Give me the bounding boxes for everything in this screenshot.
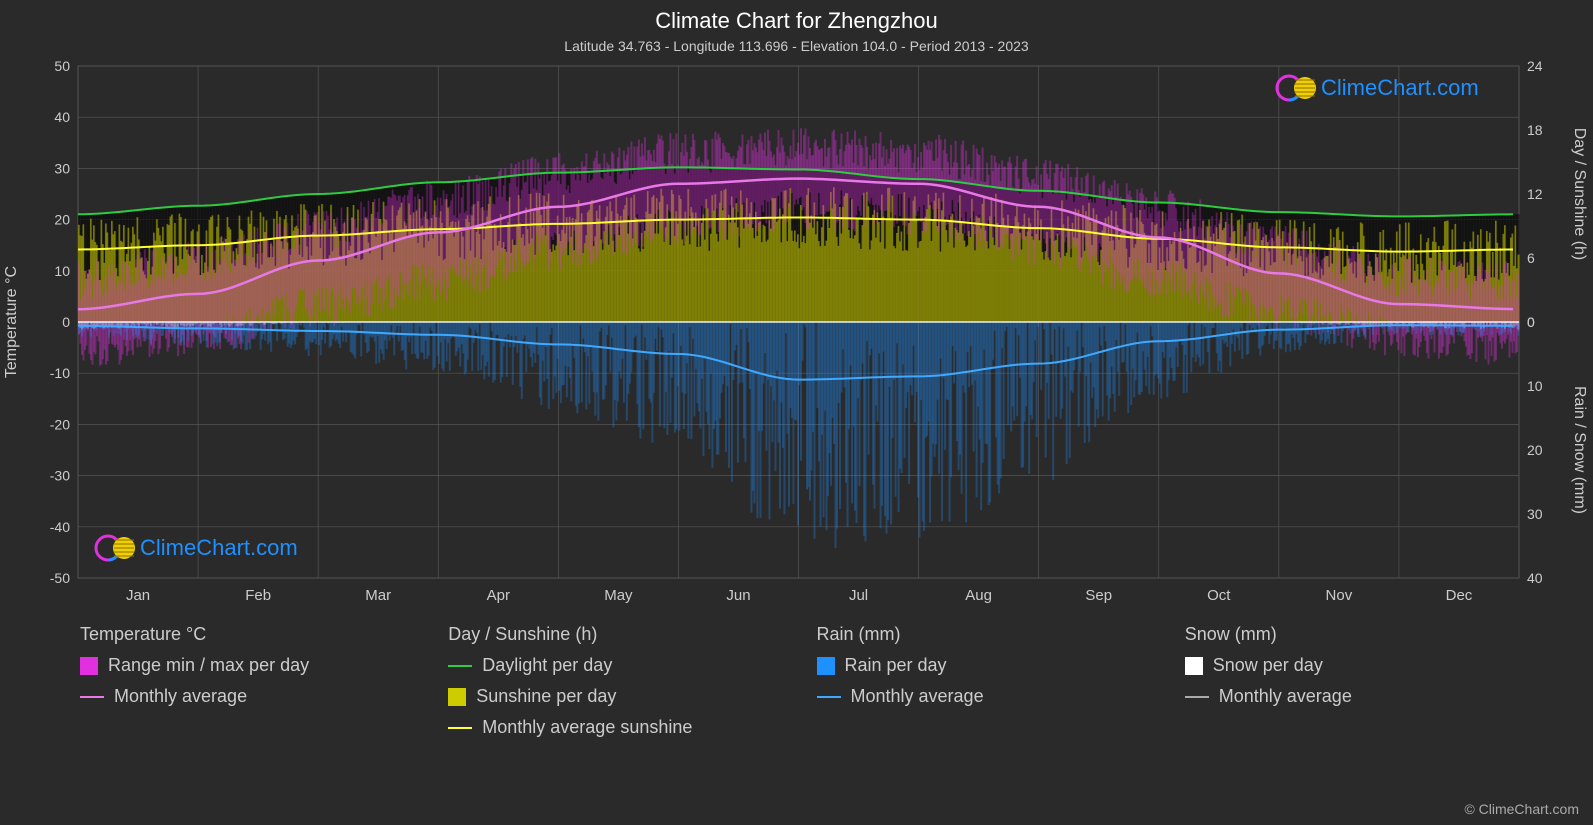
svg-text:-10: -10: [50, 365, 70, 381]
legend-swatch-icon: [448, 688, 466, 706]
legend-item: Monthly average: [817, 686, 1145, 707]
svg-text:20: 20: [54, 212, 70, 228]
svg-text:Apr: Apr: [487, 587, 510, 604]
legend-item: Monthly average sunshine: [448, 717, 776, 738]
legend-column: Day / Sunshine (h) Daylight per day Sunshi…: [448, 624, 776, 748]
svg-text:Oct: Oct: [1207, 587, 1231, 604]
svg-text:6: 6: [1527, 250, 1535, 266]
svg-text:10: 10: [1527, 378, 1543, 394]
svg-text:-20: -20: [50, 416, 70, 432]
legend-column: Snow (mm) Snow per day Monthly average: [1185, 624, 1513, 748]
legend-label: Sunshine per day: [476, 686, 616, 707]
legend-label: Range min / max per day: [108, 655, 309, 676]
svg-text:Jan: Jan: [126, 587, 150, 604]
svg-text:-40: -40: [50, 519, 70, 535]
svg-text:-50: -50: [50, 570, 70, 586]
legend-swatch-icon: [80, 657, 98, 675]
legend-item: Monthly average: [1185, 686, 1513, 707]
legend-heading: Temperature °C: [80, 624, 408, 645]
svg-text:ClimeChart.com: ClimeChart.com: [1321, 75, 1479, 100]
legend-label: Rain per day: [845, 655, 947, 676]
svg-text:40: 40: [54, 109, 70, 125]
svg-text:0: 0: [1527, 314, 1535, 330]
legend-label: Monthly average: [1219, 686, 1352, 707]
svg-text:30: 30: [54, 160, 70, 176]
svg-text:10: 10: [54, 263, 70, 279]
svg-text:Nov: Nov: [1326, 587, 1353, 604]
legend-line-icon: [817, 696, 841, 698]
legend-line-icon: [80, 696, 104, 698]
legend-item: Sunshine per day: [448, 686, 776, 707]
legend: Temperature °C Range min / max per day Mon…: [0, 614, 1593, 748]
legend-line-icon: [1185, 696, 1209, 698]
svg-text:20: 20: [1527, 442, 1543, 458]
legend-item: Snow per day: [1185, 655, 1513, 676]
chart-title: Climate Chart for Zhengzhou: [0, 0, 1593, 34]
svg-text:Jul: Jul: [849, 587, 868, 604]
svg-text:Rain / Snow (mm): Rain / Snow (mm): [1571, 386, 1588, 514]
legend-label: Monthly average: [851, 686, 984, 707]
svg-text:Mar: Mar: [365, 587, 391, 604]
svg-text:Day / Sunshine (h): Day / Sunshine (h): [1571, 128, 1588, 261]
climate-chart: -50 -40 -30 -20 -10 0 10 20 30 40 50 Jan Feb Mar Apr Ma…: [0, 54, 1593, 614]
svg-text:24: 24: [1527, 58, 1543, 74]
legend-heading: Snow (mm): [1185, 624, 1513, 645]
svg-text:Sep: Sep: [1085, 587, 1112, 604]
legend-item: Daylight per day: [448, 655, 776, 676]
svg-text:0: 0: [62, 314, 70, 330]
svg-text:40: 40: [1527, 570, 1543, 586]
legend-item: Range min / max per day: [80, 655, 408, 676]
legend-line-icon: [448, 665, 472, 667]
legend-label: Daylight per day: [482, 655, 612, 676]
svg-text:30: 30: [1527, 506, 1543, 522]
legend-column: Temperature °C Range min / max per day Mon…: [80, 624, 408, 748]
legend-item: Rain per day: [817, 655, 1145, 676]
svg-text:12: 12: [1527, 186, 1543, 202]
legend-label: Snow per day: [1213, 655, 1323, 676]
svg-text:18: 18: [1527, 122, 1543, 138]
svg-text:Aug: Aug: [965, 587, 992, 604]
svg-text:Feb: Feb: [245, 587, 271, 604]
legend-swatch-icon: [817, 657, 835, 675]
legend-label: Monthly average sunshine: [482, 717, 692, 738]
svg-text:Temperature °C: Temperature °C: [3, 266, 20, 378]
chart-subtitle: Latitude 34.763 - Longitude 113.696 - El…: [0, 34, 1593, 54]
legend-label: Monthly average: [114, 686, 247, 707]
svg-text:ClimeChart.com: ClimeChart.com: [140, 535, 298, 560]
svg-text:50: 50: [54, 58, 70, 74]
legend-heading: Day / Sunshine (h): [448, 624, 776, 645]
legend-swatch-icon: [1185, 657, 1203, 675]
svg-text:Jun: Jun: [726, 587, 750, 604]
svg-text:May: May: [604, 587, 633, 604]
legend-line-icon: [448, 727, 472, 729]
legend-heading: Rain (mm): [817, 624, 1145, 645]
svg-text:-30: -30: [50, 468, 70, 484]
svg-text:Dec: Dec: [1446, 587, 1473, 604]
copyright-label: © ClimeChart.com: [1464, 801, 1579, 817]
legend-column: Rain (mm) Rain per day Monthly average: [817, 624, 1145, 748]
legend-item: Monthly average: [80, 686, 408, 707]
